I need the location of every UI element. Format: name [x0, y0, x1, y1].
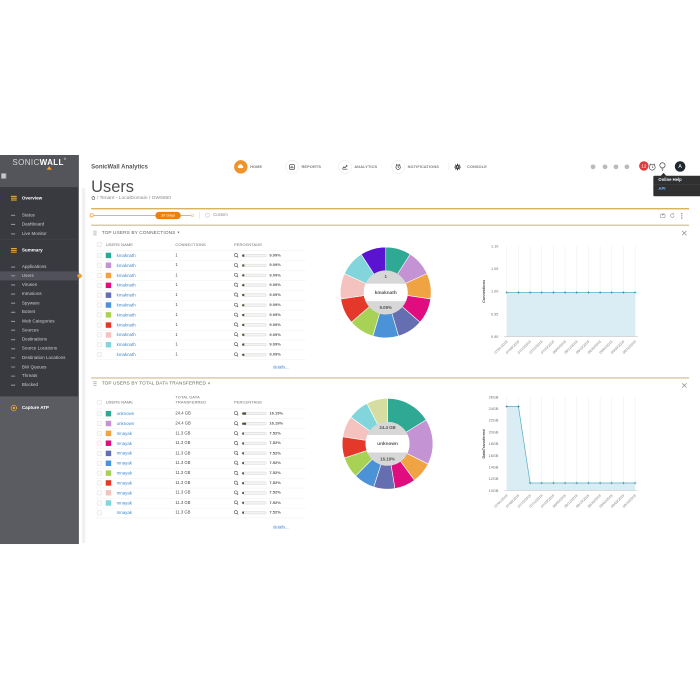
- svg-text:24.4 GB: 24.4 GB: [379, 425, 395, 430]
- svg-text:20GB: 20GB: [489, 430, 499, 434]
- svg-text:12GB: 12GB: [489, 477, 499, 481]
- svg-text:16GB: 16GB: [489, 454, 499, 458]
- svg-text:Connections: Connections: [482, 280, 486, 303]
- svg-text:10GB: 10GB: [489, 489, 499, 493]
- svg-text:14GB: 14GB: [489, 466, 499, 470]
- svg-text:26GB: 26GB: [489, 395, 499, 399]
- svg-text:DataTransferred: DataTransferred: [482, 429, 486, 459]
- svg-text:22GB: 22GB: [489, 419, 499, 423]
- svg-text:24GB: 24GB: [489, 407, 499, 411]
- svg-text:1.00: 1.00: [491, 290, 498, 294]
- svg-text:18GB: 18GB: [489, 442, 499, 446]
- svg-text:0.90: 0.90: [491, 335, 498, 339]
- svg-text:0.95: 0.95: [491, 312, 498, 316]
- svg-text:16.19%: 16.19%: [380, 457, 395, 462]
- svg-text:unknown: unknown: [377, 441, 398, 447]
- svg-text:1: 1: [385, 274, 388, 279]
- svg-text:kmaknath: kmaknath: [375, 290, 397, 296]
- svg-text:1.05: 1.05: [491, 267, 498, 271]
- svg-text:1.10: 1.10: [491, 244, 498, 248]
- svg-text:9.09%: 9.09%: [380, 305, 392, 310]
